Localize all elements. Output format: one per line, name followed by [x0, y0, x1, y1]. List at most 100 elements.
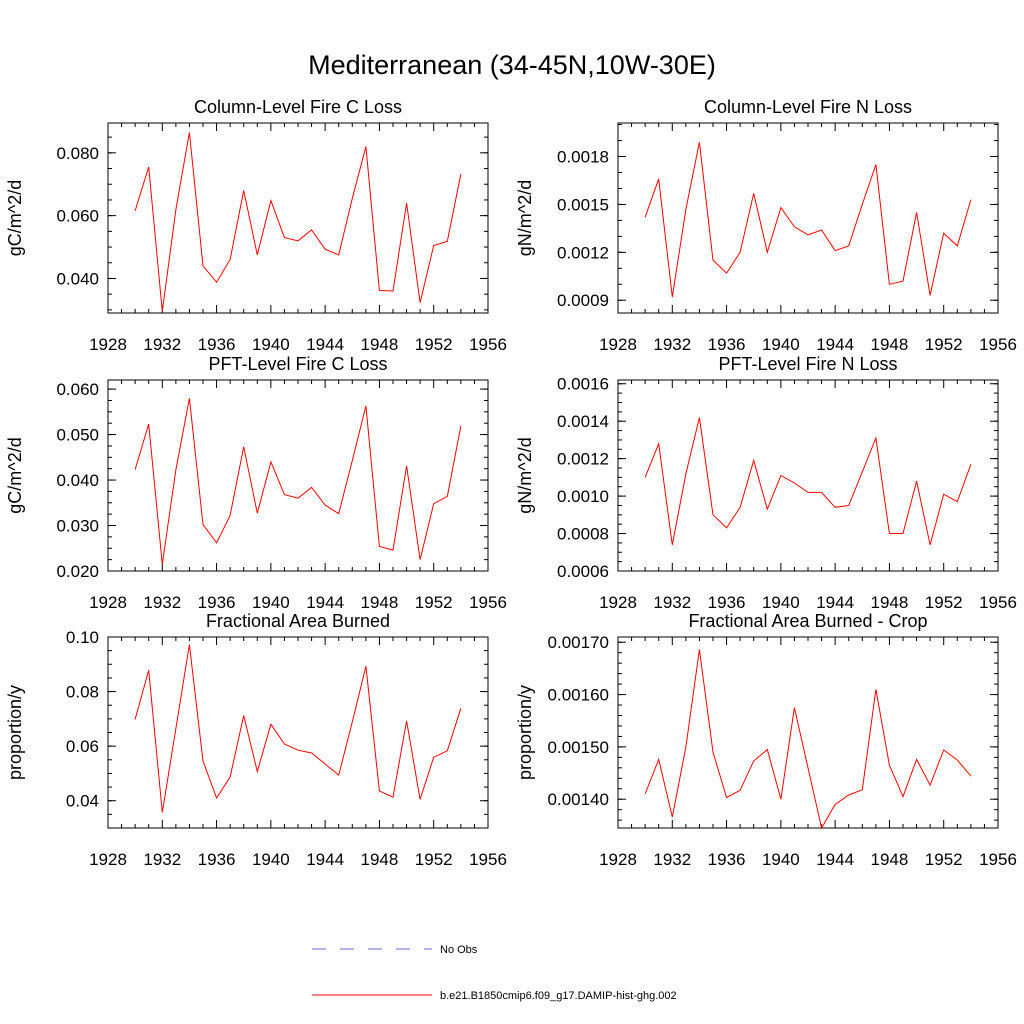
y-tick-label: 0.060 [56, 207, 99, 226]
x-tick-label: 1948 [361, 593, 399, 612]
y-tick-label: 0.060 [56, 380, 99, 399]
panel-title: PFT-Level Fire C Loss [208, 354, 387, 374]
x-tick-label: 1956 [979, 593, 1017, 612]
plot-frame [617, 122, 999, 314]
x-tick-label: 1952 [925, 593, 963, 612]
y-tick-label: 0.0012 [557, 243, 609, 262]
x-tick-label: 1932 [143, 335, 181, 354]
x-tick-label: 1936 [198, 850, 236, 869]
x-tick-label: 1952 [415, 593, 453, 612]
legend-label-no-obs: No Obs [440, 944, 478, 956]
series-line [644, 649, 972, 830]
legend: No Obs b.e21.B1850cmip6.f09_g17.DAMIP-hi… [312, 944, 677, 1002]
x-tick-label: 1940 [762, 335, 800, 354]
x-tick-label: 1936 [708, 593, 746, 612]
y-tick-label: 0.0010 [557, 487, 609, 506]
x-tick-label: 1956 [469, 850, 507, 869]
x-tick-label: 1956 [469, 593, 507, 612]
x-tick-label: 1944 [306, 335, 344, 354]
panel-title: Column-Level Fire N Loss [704, 97, 912, 117]
x-tick-label: 1928 [89, 850, 127, 869]
y-tick-label: 0.04 [66, 792, 99, 811]
plot-frame [617, 379, 999, 572]
x-tick-label: 1932 [143, 850, 181, 869]
y-tick-label: 0.0014 [557, 412, 609, 431]
x-tick-label: 1948 [871, 850, 909, 869]
y-axis-label: proportion/y [515, 685, 535, 780]
x-tick-label: 1936 [198, 335, 236, 354]
chart-panel-3: PFT-Level Fire C Loss gC/m^2/d 1928 1932 193… [5, 354, 507, 612]
x-tick-label: 1928 [599, 335, 637, 354]
x-tick-label: 1940 [252, 593, 290, 612]
plot-frame [107, 122, 489, 314]
x-tick-label: 1928 [599, 850, 637, 869]
panel-title: PFT-Level Fire N Loss [718, 354, 897, 374]
x-tick-label: 1944 [816, 593, 854, 612]
x-tick-label: 1940 [252, 335, 290, 354]
y-tick-label: 0.10 [66, 628, 99, 647]
y-tick-label: 0.040 [56, 471, 99, 490]
x-tick-label: 1956 [469, 335, 507, 354]
y-tick-label: 0.0008 [557, 525, 609, 544]
panel-title: Column-Level Fire C Loss [194, 97, 402, 117]
x-tick-label: 1948 [361, 850, 399, 869]
y-tick-label: 0.08 [66, 683, 99, 702]
panels: Column-Level Fire C Loss gC/m^2/d 1928 1932… [5, 97, 1017, 869]
y-tick-label: 0.00140 [548, 790, 609, 809]
x-tick-label: 1952 [415, 850, 453, 869]
x-tick-label: 1928 [89, 593, 127, 612]
series-line [134, 398, 462, 565]
y-axis-label: gC/m^2/d [5, 437, 25, 513]
panel-title: Fractional Area Burned [206, 611, 390, 631]
x-tick-label: 1936 [708, 850, 746, 869]
chart-panel-4: PFT-Level Fire N Loss gN/m^2/d 1928 1932 193… [515, 354, 1017, 612]
x-tick-label: 1932 [143, 593, 181, 612]
x-tick-label: 1944 [306, 593, 344, 612]
x-tick-label: 1940 [762, 593, 800, 612]
y-axis-label: gN/m^2/d [515, 437, 535, 513]
x-tick-label: 1932 [653, 335, 691, 354]
legend-label-model-run: b.e21.B1850cmip6.f09_g17.DAMIP-hist-ghg.… [440, 990, 677, 1002]
series-line [134, 644, 462, 813]
x-tick-label: 1944 [816, 335, 854, 354]
y-tick-label: 0.050 [56, 426, 99, 445]
chart-panel-2: Column-Level Fire N Loss gN/m^2/d 1928 1932… [515, 97, 1017, 354]
series-line [134, 132, 462, 312]
y-tick-label: 0.00160 [548, 686, 609, 705]
chart-panel-6: Fractional Area Burned - Crop proportion/… [515, 611, 1017, 869]
plot-frame [617, 636, 999, 829]
y-tick-label: 0.0018 [557, 148, 609, 167]
y-tick-label: 0.080 [56, 144, 99, 163]
figure-title: Mediterranean (34-45N,10W-30E) [308, 50, 716, 80]
y-tick-label: 0.0015 [557, 195, 609, 214]
x-tick-label: 1952 [925, 850, 963, 869]
y-tick-label: 0.020 [56, 562, 99, 581]
x-tick-label: 1948 [871, 335, 909, 354]
chart-panel-5: Fractional Area Burned proportion/y 1928 19… [5, 611, 507, 869]
y-tick-label: 0.00170 [548, 633, 609, 652]
panel-title: Fractional Area Burned - Crop [688, 611, 927, 631]
x-tick-label: 1928 [599, 593, 637, 612]
x-tick-label: 1956 [979, 850, 1017, 869]
x-tick-label: 1940 [252, 850, 290, 869]
y-tick-label: 0.0012 [557, 450, 609, 469]
x-tick-label: 1956 [979, 335, 1017, 354]
y-tick-label: 0.040 [56, 269, 99, 288]
x-tick-label: 1948 [871, 593, 909, 612]
y-tick-label: 0.06 [66, 737, 99, 756]
y-tick-label: 0.0009 [557, 291, 609, 310]
x-tick-label: 1952 [925, 335, 963, 354]
x-tick-label: 1932 [653, 593, 691, 612]
y-tick-label: 0.00150 [548, 738, 609, 757]
x-tick-label: 1940 [762, 850, 800, 869]
series-line [644, 142, 972, 298]
x-tick-label: 1932 [653, 850, 691, 869]
y-tick-label: 0.0006 [557, 562, 609, 581]
plot-frame [107, 636, 489, 829]
y-axis-label: gN/m^2/d [515, 180, 535, 256]
y-axis-label: gC/m^2/d [5, 180, 25, 256]
x-tick-label: 1952 [415, 335, 453, 354]
x-tick-label: 1944 [306, 850, 344, 869]
x-tick-label: 1936 [198, 593, 236, 612]
